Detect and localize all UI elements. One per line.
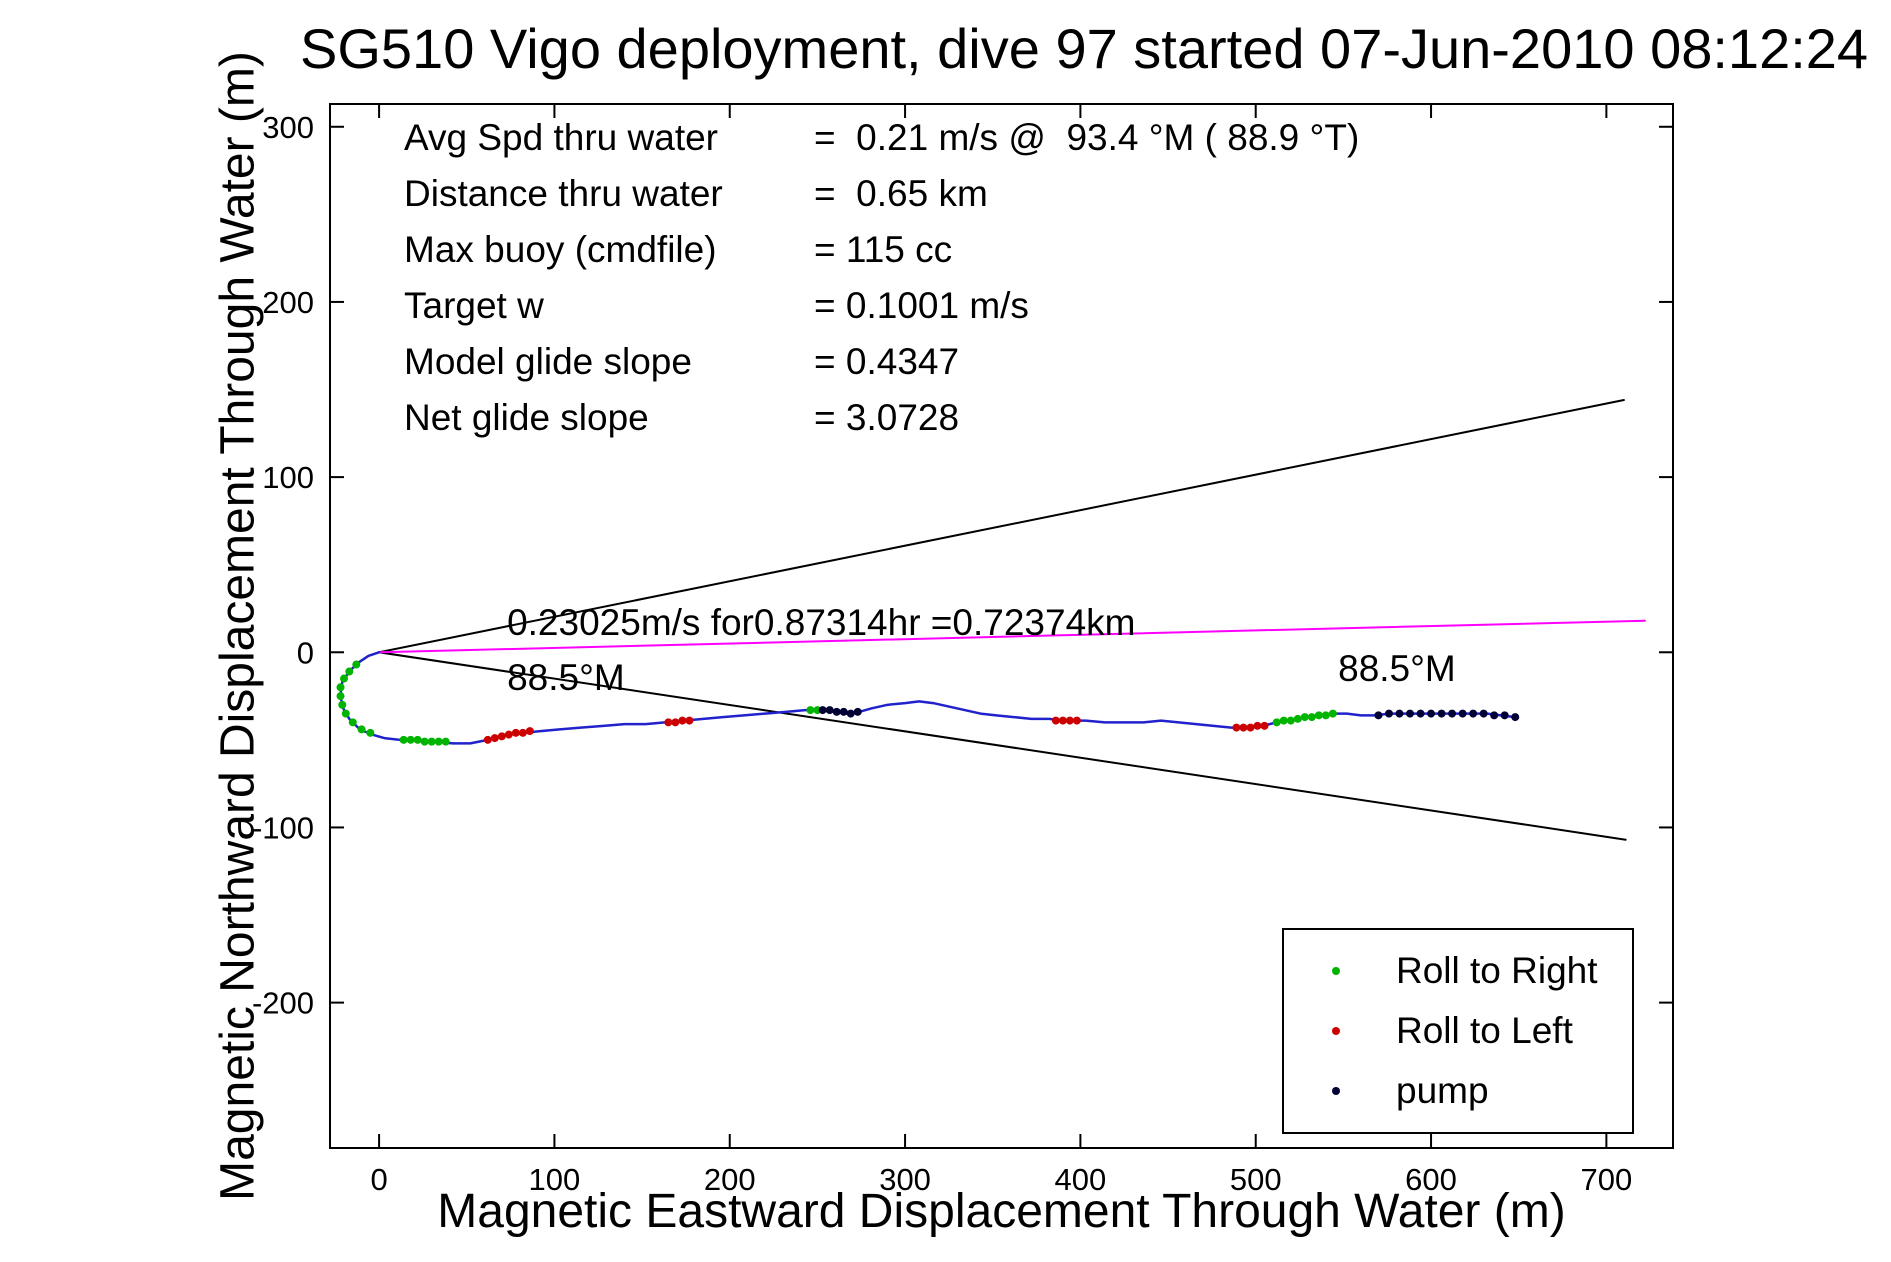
stat-value: = 0.65 km [814,173,988,214]
y-tick-label: 300 [262,110,314,145]
dive-stats-block: Avg Spd thru water = 0.21 m/s @ 93.4 °M (… [404,110,1359,446]
annotation-text: 88.5°M [507,656,625,698]
glide-slope-envelope-lower [378,651,1627,841]
stat-row: Avg Spd thru water = 0.21 m/s @ 93.4 °M (… [404,110,1359,166]
legend-item: Roll to Left [1284,1001,1632,1061]
stat-label: Avg Spd thru water [404,117,718,158]
stat-label: Model glide slope [404,341,692,382]
legend-label: pump [1396,1070,1489,1111]
stat-label: Max buoy (cmdfile) [404,229,717,270]
x-tick-label: 700 [1581,1162,1633,1197]
stat-label: Target w [404,285,544,326]
y-tick-label: 100 [262,460,314,495]
x-axis-label: Magnetic Eastward Displacement Through W… [437,1185,1566,1238]
stat-value: = 0.4347 [814,341,960,382]
annotation-text: 88.5°M [1338,647,1456,689]
y-tick-label: -100 [252,810,314,845]
stat-row: Max buoy (cmdfile) = 115 cc [404,222,1359,278]
y-tick-label: -200 [252,986,314,1021]
stat-value: = 115 cc [814,229,953,270]
stat-value: = 3.0728 [814,397,960,438]
y-tick-label: 200 [262,285,314,320]
legend-label: Roll to Right [1396,950,1598,991]
y-axis-label: Magnetic Northward Displacement Through … [211,51,265,1201]
x-tick-label: 200 [704,1162,756,1197]
legend-item: Roll to Right [1284,941,1632,1001]
legend-item: pump [1284,1061,1632,1121]
legend-marker-icon [1332,1087,1340,1095]
stat-row: Distance thru water = 0.65 km [404,166,1359,222]
legend-marker-icon [1332,967,1340,975]
x-tick-label: 500 [1230,1162,1282,1197]
x-tick-label: 600 [1405,1162,1457,1197]
axes-box [329,103,1674,1149]
pump-markers [818,706,1520,722]
legend-label: Roll to Left [1396,1010,1573,1051]
stat-row: Net glide slope = 3.0728 [404,390,1359,446]
legend: Roll to Right Roll to Left pump [1282,928,1634,1134]
stat-label: Net glide slope [404,397,649,438]
x-tick-label: 100 [529,1162,581,1197]
stat-value: = 0.1001 m/s [814,285,1029,326]
legend-marker-icon [1332,1027,1340,1035]
x-tick-label: 400 [1055,1162,1107,1197]
annotation-text: 0.23025m/s for0.87314hr =0.72374km [507,602,1136,644]
x-tick-label: 300 [879,1162,931,1197]
stat-row: Target w = 0.1001 m/s [404,278,1359,334]
stat-row: Model glide slope = 0.4347 [404,334,1359,390]
stat-label: Distance thru water [404,173,723,214]
stat-value: = 0.21 m/s @ 93.4 °M ( 88.9 °T) [814,117,1360,158]
x-tick-label: 0 [370,1162,387,1197]
glide-slope-envelope-upper [378,399,1625,654]
roll-to-left-markers [483,716,1269,744]
course-made-good [378,619,1646,654]
y-tick-label: 0 [297,635,314,670]
plot-title: SG510 Vigo deployment, dive 97 started 0… [300,17,1869,80]
roll-to-right-markers [336,660,1337,746]
